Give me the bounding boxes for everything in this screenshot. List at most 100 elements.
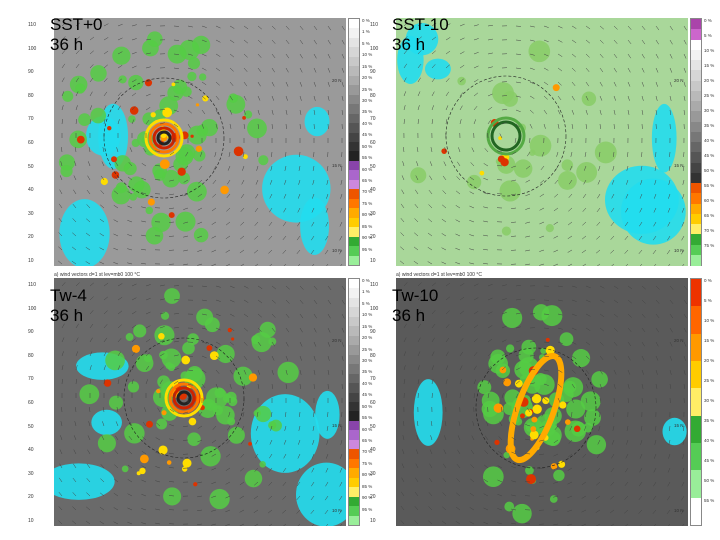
- colorbar-segment: [691, 162, 701, 174]
- colorbar-label: 50 %: [704, 168, 715, 173]
- colorbar-segment: [349, 85, 359, 96]
- colorbar-label: 25 %: [362, 346, 373, 352]
- satellite-map: [396, 278, 688, 526]
- panel-label-time: 36 h: [50, 306, 84, 325]
- colorbar-label: 40 %: [362, 380, 373, 386]
- colorbar-label: 15 %: [362, 63, 373, 69]
- colorbar-label: 0 %: [704, 278, 712, 283]
- colorbar-label: 1 %: [362, 29, 370, 35]
- y-tick-label: 30: [370, 470, 376, 477]
- y-tick-label: 110: [28, 22, 36, 28]
- colorbar-segment: [691, 361, 701, 389]
- colorbar-label: 35 %: [704, 418, 715, 423]
- colorbar-segment: [349, 279, 359, 289]
- y-tick-label: 110: [370, 22, 378, 28]
- colorbar-label: 85 %: [362, 223, 373, 229]
- colorbar-label: 15 %: [362, 323, 373, 329]
- colorbar-label: 95 %: [362, 246, 373, 252]
- y-tick-label: 60: [370, 400, 376, 406]
- colorbar-label: 10 %: [704, 318, 715, 323]
- colorbar-label: 45 %: [704, 153, 715, 158]
- colorbar-segment: [349, 246, 359, 257]
- colorbar-segment: [349, 227, 359, 238]
- colorbar-segment: [691, 333, 701, 362]
- colorbar-label: 10 %: [362, 52, 373, 58]
- y-tick-label: 10: [28, 518, 34, 524]
- colorbar-label: 20 %: [362, 335, 373, 341]
- colorbar-segment: [691, 193, 701, 204]
- colorbar-segment: [349, 458, 359, 469]
- y-tick-label: 30: [370, 210, 376, 217]
- y-tick-label: 80: [28, 92, 34, 99]
- colorbar-label: 90 %: [362, 495, 373, 501]
- y-tick-label: 100: [28, 305, 37, 312]
- colorbar-label: 55 %: [704, 183, 715, 188]
- panel-sst10: 110 100 90 80 70 60 50 40 30 20 10 SST-10 36 h 0 %…: [370, 15, 720, 278]
- y-tick-label: 40: [28, 447, 34, 454]
- panel-label-time: 36 h: [50, 35, 84, 54]
- colorbar-label: 40 %: [704, 438, 715, 443]
- colorbar-segment: [349, 37, 359, 48]
- colorbar-segment: [349, 402, 359, 412]
- colorbar-label: 20 %: [704, 78, 715, 83]
- colorbar-label: 75 %: [362, 460, 373, 466]
- colorbar-segment: [691, 203, 701, 215]
- y-tick-label: 100: [370, 45, 379, 52]
- satellite-imagery: [54, 278, 346, 526]
- colorbar: [690, 278, 702, 526]
- colorbar-segment: [691, 254, 701, 266]
- latitude-label: 20 N: [674, 338, 684, 343]
- colorbar-segment: [349, 364, 359, 375]
- colorbar-segment: [691, 152, 701, 163]
- colorbar-label: 40 %: [362, 120, 373, 126]
- panel-sst0: 110 100 90 80 70 60 50 40 30 20 10 SST+0 36 h 0 % 1…: [28, 15, 382, 278]
- y-axis: 110 100 90 80 70 60 50 40 30 20 10: [28, 18, 52, 266]
- satellite-imagery: [396, 278, 688, 526]
- latitude-label: 20 N: [674, 78, 684, 83]
- latitude-label: 20 N: [332, 78, 342, 83]
- colorbar-segment: [349, 113, 359, 124]
- colorbar-label: 55 %: [362, 155, 373, 161]
- colorbar-segment: [691, 60, 701, 71]
- colorbar-segment: [349, 383, 359, 394]
- colorbar-label: 70 %: [704, 228, 715, 233]
- colorbar-segment: [691, 415, 701, 444]
- colorbar-segment: [349, 288, 359, 299]
- colorbar-label: 35 %: [704, 123, 715, 128]
- panel-tw10: a) wind vectors d=1 st lev=mb0 100 °C 11…: [370, 272, 720, 538]
- colorbar-label: 20 %: [704, 358, 715, 363]
- colorbar-label: 55 %: [704, 498, 715, 503]
- colorbar-label: 60 %: [362, 166, 373, 172]
- colorbar-segment: [691, 470, 701, 499]
- latitude-label: 10 N: [674, 248, 684, 253]
- colorbar-label: 10 %: [704, 48, 715, 53]
- colorbar-label: 45 %: [362, 132, 373, 138]
- colorbar-label: 15 %: [704, 338, 715, 343]
- colorbar-segment: [691, 101, 701, 112]
- colorbar-segment: [349, 170, 359, 181]
- colorbar-label: 45 %: [362, 392, 373, 398]
- colorbar-label: 70 %: [362, 449, 373, 455]
- colorbar-segment: [349, 236, 359, 247]
- colorbar-segment: [349, 354, 359, 365]
- colorbar-label: 30 %: [362, 98, 373, 103]
- colorbar-segment: [349, 255, 359, 266]
- colorbar-segment: [349, 151, 359, 162]
- satellite-map: [54, 278, 346, 526]
- colorbar-label: 45 %: [704, 458, 715, 463]
- colorbar: [348, 278, 360, 526]
- latitude-label: 15 N: [674, 423, 684, 428]
- colorbar-segment: [349, 189, 359, 200]
- colorbar-segment: [691, 49, 701, 61]
- y-tick-label: 60: [28, 400, 34, 406]
- colorbar-segment: [349, 160, 359, 171]
- colorbar-segment: [349, 430, 359, 441]
- colorbar-segment: [349, 392, 359, 403]
- panel-label: SST-10 36 h: [392, 15, 449, 55]
- colorbar-label: 70 %: [362, 189, 373, 195]
- colorbar-segment: [691, 70, 701, 81]
- colorbar-label: 55 %: [362, 415, 373, 421]
- colorbar-segment: [691, 443, 701, 471]
- latitude-label: 15 N: [332, 163, 342, 168]
- panel-label-time: 36 h: [392, 35, 426, 54]
